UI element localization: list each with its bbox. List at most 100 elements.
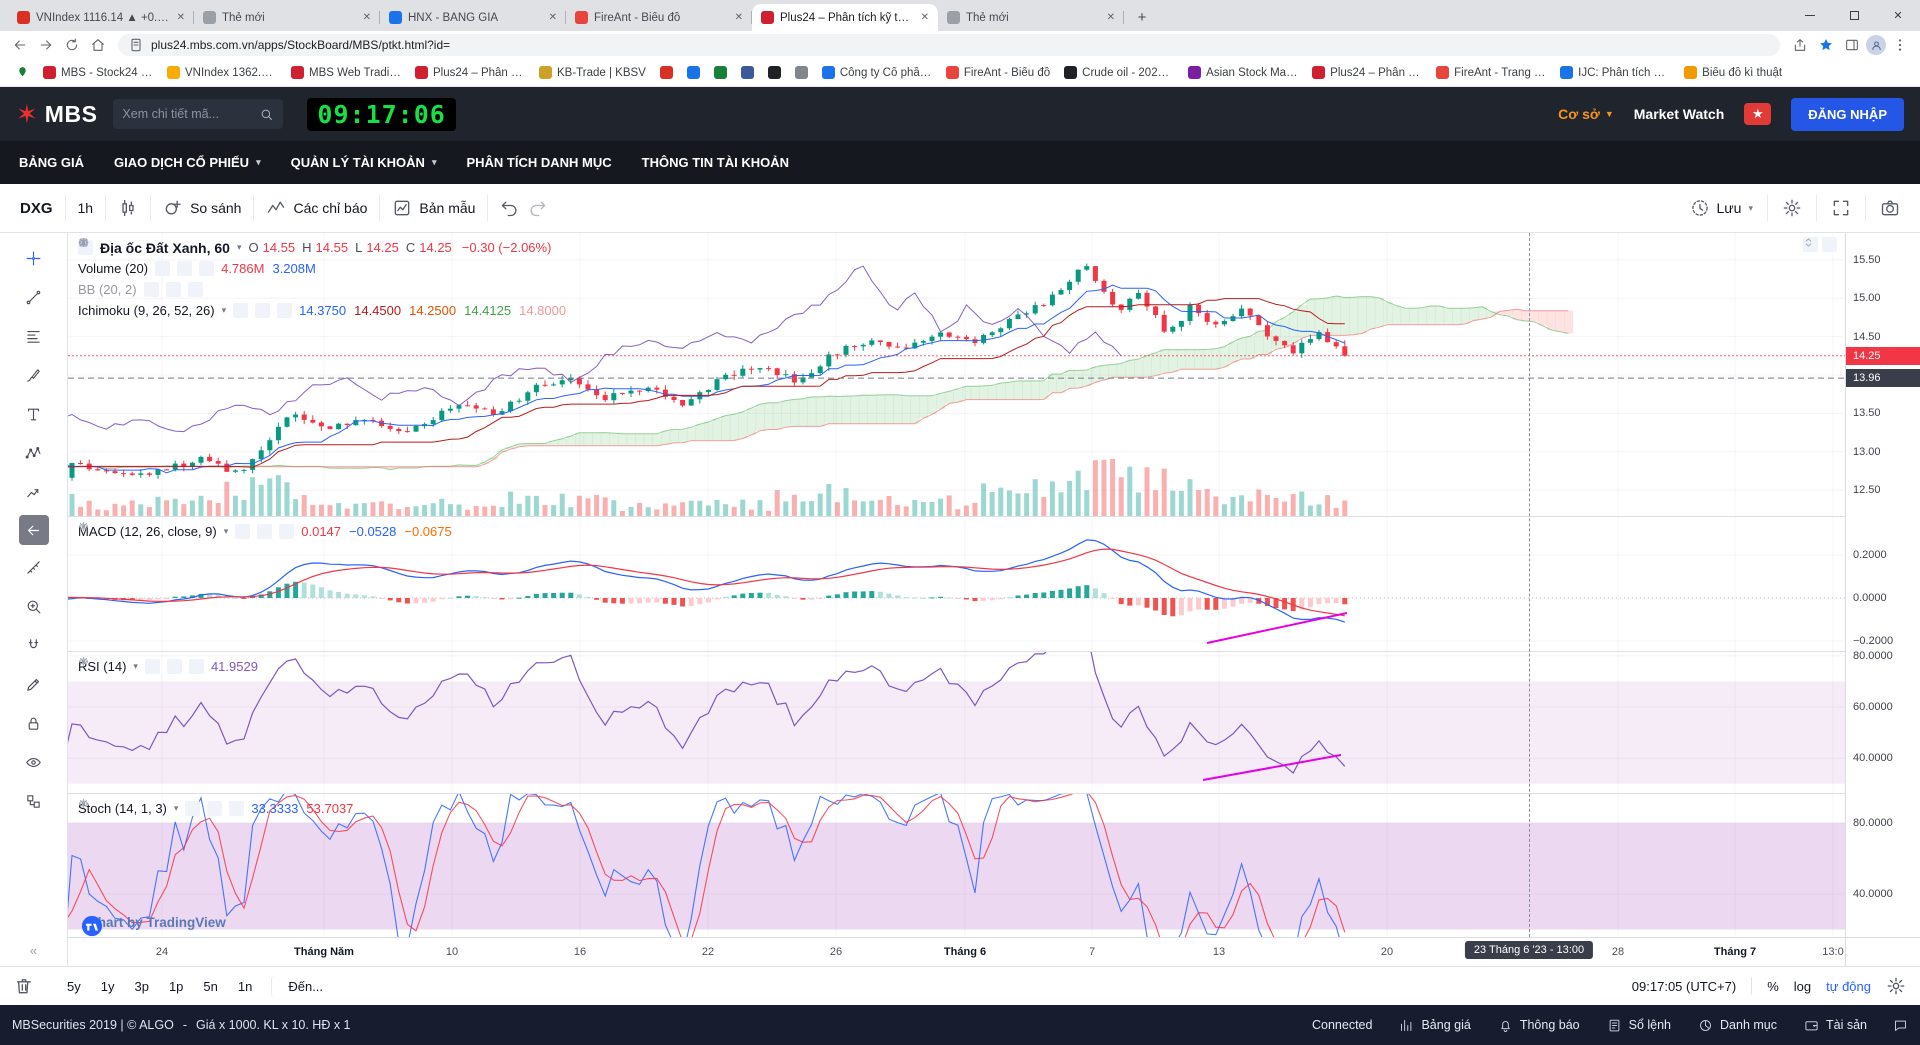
visibility-icon[interactable] [78, 658, 160, 674]
maximize-button[interactable] [1832, 0, 1876, 30]
status-item-t-i-s-n[interactable]: Tài sản [1804, 1018, 1867, 1033]
visibility-icon[interactable] [78, 239, 159, 297]
minimize-button[interactable] [1788, 0, 1832, 30]
browser-tab[interactable]: Plus24 – Phân tích kỹ thuật ✕ [752, 4, 938, 31]
status-item-connected[interactable]: Connected [1312, 1018, 1372, 1032]
fullscreen-icon[interactable] [1831, 198, 1851, 218]
price-axis[interactable]: 15.50 15.00 14.50 13.50 13.00 12.50 0.2000 0.00… [1846, 233, 1920, 937]
nav-item-th-ng-tin-t-i-kho-n[interactable]: THÔNG TIN TÀI KHOẢN [627, 141, 804, 184]
back-arrow-icon[interactable] [18, 515, 49, 545]
status-item-b-ng-gi-[interactable]: Bảng giá [1399, 1018, 1471, 1033]
brush-icon[interactable] [17, 359, 51, 392]
chevron-down-icon[interactable]: ▾ [173, 803, 179, 813]
macd-pane[interactable]: MACD (12, 26, close, 9) ▾ 0.0147 −0.0528−… [68, 517, 1845, 652]
stoch-title[interactable]: Stoch (14, 1, 3) [78, 801, 167, 816]
interval-button[interactable]: 1h [77, 200, 94, 216]
time-axis[interactable]: 24 Tháng Năm 10 16 22 26 Tháng 6 7 13 20 28 Tháng 7… [68, 937, 1845, 966]
macd-chart[interactable] [68, 517, 1845, 652]
trash-icon[interactable] [14, 976, 34, 996]
visibility-icon[interactable] [78, 800, 201, 816]
bookmark-item[interactable] [789, 64, 814, 81]
clock-utc-label[interactable]: 09:17:05 (UTC+7) [1631, 978, 1737, 994]
visibility-icon[interactable] [78, 239, 249, 318]
crosshair-icon[interactable] [17, 242, 51, 275]
search-input[interactable] [122, 107, 254, 121]
profile-avatar[interactable] [1866, 35, 1886, 55]
log-scale-button[interactable]: log [1793, 978, 1812, 994]
tradingview-attribution[interactable]: Chart by TradingView [81, 915, 226, 937]
browser-tab[interactable]: VNIndex 1116.14 ▲ +0.08% ✕ [8, 4, 194, 31]
tab-close-icon[interactable]: ✕ [362, 12, 371, 23]
chevron-down-icon[interactable]: ▾ [236, 242, 242, 252]
rsi-title[interactable]: RSI (14) [78, 659, 127, 674]
share-icon[interactable] [1788, 34, 1812, 56]
indicator-settings-icon[interactable] [78, 237, 271, 318]
new-tab-button[interactable]: + [1137, 8, 1147, 26]
forward-icon[interactable] [34, 34, 58, 56]
home-icon[interactable] [86, 34, 110, 56]
indicator-settings-icon[interactable] [78, 237, 181, 297]
bookmark-item[interactable]: Biểu đồ kì thuật [1678, 64, 1788, 81]
bookmark-item[interactable]: MBS Web Trading -... [285, 64, 407, 81]
macd-title[interactable]: MACD (12, 26, close, 9) [78, 524, 217, 539]
tab-close-icon[interactable]: ✕ [176, 12, 185, 23]
eye-icon[interactable] [17, 746, 51, 779]
range-button-5n[interactable]: 5n [203, 978, 218, 994]
indicator-settings-icon[interactable] [78, 521, 273, 539]
market-type-dropdown[interactable]: Cơ sở ▼ [1558, 106, 1614, 122]
symbol-title[interactable]: Địa ốc Đất Xanh, 60 [100, 239, 230, 256]
back-icon[interactable] [8, 34, 32, 56]
goto-date-button[interactable]: Đến... [271, 975, 332, 997]
xabcd-pattern-icon[interactable] [17, 437, 51, 470]
rsi-pane[interactable]: RSI (14) ▾ 41.9529 [68, 652, 1845, 794]
chart-type-icon[interactable] [118, 198, 138, 218]
lock-icon[interactable] [17, 707, 51, 740]
address-bar[interactable]: plus24.mbs.com.vn/apps/StockBoard/MBS/pt… [118, 34, 1780, 56]
remove-indicator-icon[interactable] [80, 658, 204, 674]
bookmark-item[interactable]: Plus24 – Phân tích... [1306, 64, 1428, 81]
compare-button[interactable]: So sánh [151, 198, 253, 218]
bookmark-item[interactable] [708, 64, 733, 81]
range-button-1y[interactable]: 1y [100, 978, 115, 994]
nav-item-qu-n-l-t-i-kho-n[interactable]: QUẢN LÝ TÀI KHOẢN ▾ [276, 141, 452, 184]
tab-close-icon[interactable]: ✕ [920, 12, 929, 23]
range-button-1n[interactable]: 1n [237, 978, 253, 994]
save-layout-button[interactable]: Lưu ▾ [1678, 198, 1765, 218]
side-panel-icon[interactable] [1840, 34, 1864, 56]
bookmark-item[interactable]: VNIndex 1362.82 ▲... [161, 64, 283, 81]
bookmark-item[interactable]: FireAnt - Biểu đồ [940, 64, 1056, 81]
auto-scale-button[interactable]: tự động [1826, 978, 1871, 994]
favorites-badge[interactable]: ★ [1744, 103, 1772, 125]
remove-indicator-icon[interactable] [80, 239, 293, 318]
snapshot-camera-icon[interactable] [1880, 198, 1900, 218]
market-watch-link[interactable]: Market Watch [1633, 106, 1725, 122]
magnet-icon[interactable] [17, 629, 51, 662]
percent-scale-button[interactable]: % [1767, 978, 1779, 994]
remove-indicator-icon[interactable] [80, 800, 245, 816]
bookmark-item[interactable]: Plus24 – Phân tích... [409, 64, 531, 81]
range-button-3p[interactable]: 3p [134, 978, 149, 994]
range-button-1p[interactable]: 1p [168, 978, 184, 994]
bookmark-item[interactable] [762, 64, 787, 81]
indicator-settings-icon[interactable] [78, 656, 182, 674]
browser-menu-icon[interactable] [1888, 34, 1912, 56]
browser-tab[interactable]: Thẻ mới ✕ [194, 4, 380, 31]
bookmark-item[interactable]: Công ty Cổ phần C... [816, 64, 938, 81]
bookmark-item[interactable]: Asian Stock Market... [1182, 64, 1304, 81]
bookmark-item[interactable] [735, 64, 760, 81]
fib-retracement-icon[interactable] [17, 320, 51, 353]
bookmark-item[interactable]: IJC: Phân tích kỹ th... [1554, 64, 1676, 81]
remove-indicator-icon[interactable] [80, 523, 295, 539]
bottom-settings-icon[interactable] [1886, 976, 1906, 996]
zoom-in-icon[interactable] [17, 590, 51, 623]
text-icon[interactable] [17, 398, 51, 431]
bookmark-item[interactable] [654, 64, 679, 81]
edit-icon[interactable] [17, 668, 51, 701]
price-pane[interactable]: Địa ốc Đất Xanh, 60 ▾ O 14.55 H 14.55 L 14.… [68, 233, 1845, 517]
bookmark-item[interactable] [681, 64, 706, 81]
undo-icon[interactable] [500, 198, 520, 218]
measure-icon[interactable] [17, 551, 51, 584]
trend-line-icon[interactable] [17, 281, 51, 314]
login-button[interactable]: ĐĂNG NHẬP [1791, 97, 1904, 131]
nav-item-giao-d-ch-c-phi-u[interactable]: GIAO DỊCH CỔ PHIẾU ▾ [99, 141, 276, 184]
